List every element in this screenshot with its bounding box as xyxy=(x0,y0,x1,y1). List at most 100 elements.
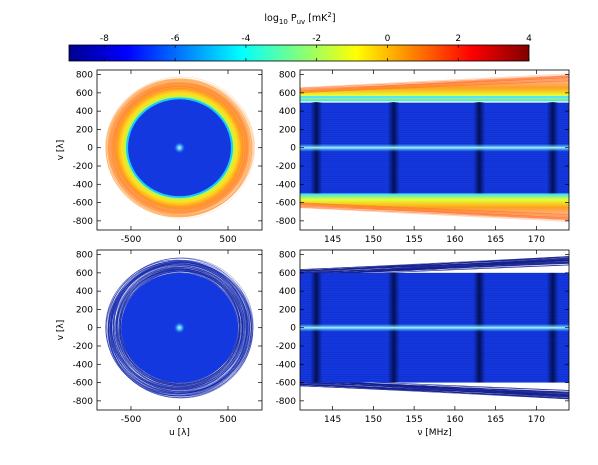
y-tick-label: -200 xyxy=(73,162,94,172)
y-tick-label: 200 xyxy=(279,125,296,135)
edge-track xyxy=(300,257,569,271)
x-tick-label: 145 xyxy=(324,235,341,245)
y-tick-label: -600 xyxy=(276,379,297,389)
uv-track xyxy=(108,262,252,399)
y-tick-label: -400 xyxy=(73,180,94,190)
edge-track xyxy=(300,380,569,393)
y-tick-label: -800 xyxy=(73,397,94,407)
edge-track xyxy=(300,75,569,91)
uv-track xyxy=(109,263,249,395)
x-tick-label: -500 xyxy=(121,415,142,425)
uv-track xyxy=(108,82,248,214)
axes-frame xyxy=(299,69,570,231)
y-tick-label: -200 xyxy=(73,342,94,352)
edge-track xyxy=(300,74,569,89)
colorbar-gradient xyxy=(68,44,530,62)
y-tick-label: 800 xyxy=(76,251,93,261)
uv-track xyxy=(117,269,244,389)
colorbar-tick-label: 0 xyxy=(385,34,391,44)
colorbar-title: log10 Puv [mK2] xyxy=(264,11,335,26)
uv-center-spot xyxy=(173,141,186,154)
colorbar-tick-label: -4 xyxy=(241,34,250,44)
y-axis-label: v [λ] xyxy=(56,140,66,161)
y-tick-label: 0 xyxy=(87,324,93,334)
lower-edge-band xyxy=(300,193,569,220)
colorbar-tick-label: -8 xyxy=(100,34,109,44)
y-tick-label: -400 xyxy=(276,180,297,190)
uv-track xyxy=(114,83,247,209)
x-tick-label: 160 xyxy=(446,415,463,425)
edge-track xyxy=(300,256,569,273)
y-tick-label: 400 xyxy=(279,107,296,117)
edge-track xyxy=(300,381,569,397)
panel-bottom-right: 145 150 155 160 165 170 -800 -600 -400 -200 0 200 40… xyxy=(276,249,570,438)
edge-track xyxy=(300,203,569,217)
y-tick-label: 0 xyxy=(87,144,93,154)
edge-track xyxy=(300,382,569,399)
y-tick-label: -200 xyxy=(276,342,297,352)
y-tick-label: -800 xyxy=(73,217,94,227)
y-tick-label: 600 xyxy=(279,269,296,279)
uv-track xyxy=(115,87,243,208)
uv-track xyxy=(118,267,246,387)
edge-track xyxy=(300,80,569,93)
x-axis-label: ν [MHz] xyxy=(417,428,451,438)
x-tick-label: 155 xyxy=(406,235,423,245)
uv-track xyxy=(117,88,246,209)
panel-bottom-left: -500 0 500 -800 -600 -400 -200 0 200 400 600 800 u [… xyxy=(56,249,263,438)
edge-track xyxy=(300,384,569,395)
edge-track xyxy=(300,263,569,275)
uv-track xyxy=(105,259,250,396)
colorbar-tick-label: -2 xyxy=(312,34,321,44)
x-tick-label: 155 xyxy=(406,415,423,425)
edge-track xyxy=(300,207,569,222)
edge-track xyxy=(300,259,569,271)
edge-track xyxy=(300,202,569,215)
edge-track xyxy=(300,205,569,220)
uv-track xyxy=(111,265,243,389)
y-axis-label: v [λ] xyxy=(56,320,66,341)
y-tick-label: 800 xyxy=(279,71,296,81)
x-tick-label: 0 xyxy=(177,415,183,425)
x-tick-label: 145 xyxy=(324,415,341,425)
edge-track xyxy=(300,385,569,400)
x-axis-label: u [λ] xyxy=(169,428,190,438)
uv-center-spot xyxy=(173,321,186,334)
x-tick-label: 150 xyxy=(365,415,382,425)
x-tick-label: 170 xyxy=(528,415,545,425)
x-tick-label: 170 xyxy=(528,235,545,245)
x-tick-label: 165 xyxy=(487,235,504,245)
y-tick-label: 0 xyxy=(290,324,296,334)
edge-track xyxy=(300,76,569,91)
y-tick-label: 400 xyxy=(76,107,93,117)
uv-track xyxy=(119,268,242,385)
colorbar-tick-label: 2 xyxy=(455,34,461,44)
edge-track xyxy=(300,256,569,271)
y-tick-label: 200 xyxy=(76,125,93,135)
y-tick-label: 200 xyxy=(279,305,296,315)
y-tick-label: -600 xyxy=(276,199,297,209)
y-tick-label: 800 xyxy=(76,71,93,81)
uv-track xyxy=(113,261,248,388)
y-tick-label: 200 xyxy=(76,305,93,315)
edge-track xyxy=(300,206,569,221)
edge-track xyxy=(300,204,569,220)
uv-track xyxy=(113,268,240,388)
edge-track xyxy=(300,207,569,221)
x-tick-label: -500 xyxy=(121,235,142,245)
colorbar-tick-label: 4 xyxy=(526,34,532,44)
y-tick-label: -400 xyxy=(73,360,94,370)
x-tick-label: 165 xyxy=(487,415,504,425)
uv-track xyxy=(110,257,254,392)
edge-track xyxy=(300,260,569,272)
axes-frame xyxy=(299,249,570,411)
y-tick-label: 600 xyxy=(76,89,93,99)
panel-top-left: -500 0 500 -800 -600 -400 -200 0 200 400 600 800 v [… xyxy=(56,69,263,245)
edge-track xyxy=(300,203,569,216)
uv-track xyxy=(109,264,248,394)
uv-track xyxy=(112,260,251,391)
uv-track xyxy=(110,261,254,397)
x-tick-label: 500 xyxy=(219,415,236,425)
panel-top-right: 145 150 155 160 165 170 -800 -600 -400 -200 0 200 40… xyxy=(276,69,570,245)
